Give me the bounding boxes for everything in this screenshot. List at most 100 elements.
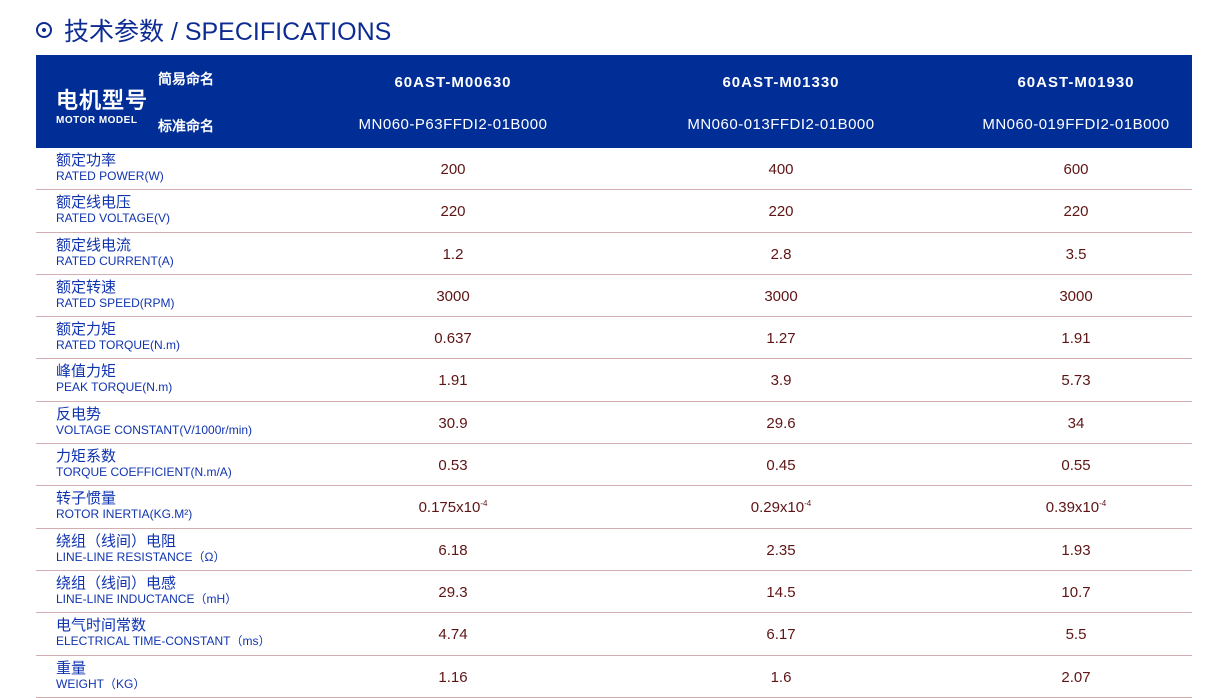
cell-value: 29.3 [303,584,603,601]
table-row: 额定力矩 RATED TORQUE(N.m) 0.637 1.27 1.91 [36,317,1192,360]
model-short-name: 60AST-M00630 [394,74,512,91]
label-cn: 力矩系数 [56,448,117,466]
cell-value: 3000 [631,288,931,305]
cell-value: 1.6 [631,669,931,686]
motor-model-en: MOTOR MODEL [56,115,138,126]
value-text: 29.6 [766,414,796,432]
label-en: VOLTAGE CONSTANT(V/1000r/min) [56,422,253,437]
short-name-label: 简易命名 [158,71,214,87]
standard-name-label: 标准命名 [158,118,214,134]
value-text: 1.6 [770,668,792,686]
exponent: -4 [480,499,488,509]
label-en: WEIGHT（KG） [56,676,146,691]
cell-value: 220 [926,203,1217,220]
value-text: 4.74 [438,626,468,644]
table-row: 额定线电压 RATED VOLTAGE(V) 220 220 220 [36,190,1192,233]
row-label: 力矩系数 TORQUE COEFFICIENT(N.m/A) [56,448,232,480]
cell-value: 0.29x10-4 [631,499,931,516]
label-en: TORQUE COEFFICIENT(N.m/A) [56,465,232,480]
table-row: 额定线电流 RATED CURRENT(A) 1.2 2.8 3.5 [36,233,1192,275]
spec-table-body: 额定功率 RATED POWER(W) 200 400 600 额定线电压 RATED VO… [36,148,1192,698]
cell-value: 3.5 [926,246,1217,263]
value-text: 0.637 [434,330,472,348]
exponent: -4 [804,499,812,509]
motor-model-cn: 电机型号 [56,88,149,113]
cell-value: 220 [303,203,603,220]
cell-value: 29.6 [631,415,931,432]
label-cn: 额定线电压 [56,194,132,212]
table-row: 额定转速 RATED SPEED(RPM) 3000 3000 3000 [36,275,1192,318]
cell-value: 3000 [926,288,1217,305]
table-row: 反电势 VOLTAGE CONSTANT(V/1000r/min) 30.9 29.6… [36,402,1192,445]
row-label: 额定线电流 RATED CURRENT(A) [56,237,174,269]
cell-value: 14.5 [631,584,931,601]
label-cn: 额定转速 [56,278,117,296]
cell-value: 200 [303,161,603,178]
label-en: ELECTRICAL TIME-CONSTANT（ms） [56,634,271,649]
cell-value: 5.73 [926,372,1217,389]
value-text: 10.7 [1061,583,1091,601]
value-text: 0.55 [1061,457,1091,475]
cell-value: 0.637 [303,330,603,347]
value-text: 1.2 [442,245,464,263]
label-en: RATED SPEED(RPM) [56,295,175,310]
label-en: PEAK TORQUE(N.m) [56,380,173,395]
title-text: 技术参数 / SPECIFICATIONS [64,18,392,46]
cell-value: 30.9 [303,415,603,432]
cell-value: 0.53 [303,457,603,474]
value-text: 5.73 [1061,372,1091,390]
label-cn: 反电势 [56,405,102,423]
cell-value: 220 [631,203,931,220]
row-label: 额定线电压 RATED VOLTAGE(V) [56,194,170,226]
model-standard-name: MN060-019FFDI2-01B000 [982,116,1170,133]
model-short-name: 60AST-M01930 [1017,74,1135,91]
value-text: 220 [1063,203,1089,221]
row-label: 转子惯量 ROTOR INERTIA(KG.M²) [56,490,192,522]
value-text: 600 [1063,161,1089,178]
cell-value: 1.93 [926,542,1217,559]
label-cn: 额定线电流 [56,236,132,254]
label-en: RATED TORQUE(N.m) [56,338,181,353]
value-text: 200 [440,161,466,178]
label-cn: 绕组（线间）电阻 [56,532,177,550]
value-text: 220 [440,203,466,221]
value-text: 1.91 [1061,330,1091,348]
table-row: 电气时间常数 ELECTRICAL TIME-CONSTANT（ms） 4.74 6.… [36,613,1192,656]
value-text: 30.9 [438,414,468,432]
table-header: 电机型号 MOTOR MODEL 简易命名 标准命名 60AST-M00630 … [36,55,1192,148]
value-text: 0.53 [438,457,468,475]
label-cn: 峰值力矩 [56,363,117,381]
value-text: 1.91 [438,372,468,390]
cell-value: 34 [926,415,1217,432]
cell-value: 4.74 [303,626,603,643]
row-label: 绕组（线间）电阻 LINE-LINE RESISTANCE（Ω） [56,533,225,565]
value-text: 0.29x10 [750,499,805,517]
value-text: 0.175x10 [418,499,481,517]
value-text: 3000 [436,287,470,305]
table-row: 转子惯量 ROTOR INERTIA(KG.M²) 0.175x10-4 0.29x1… [36,486,1192,529]
label-en: LINE-LINE RESISTANCE（Ω） [56,549,226,564]
label-en: RATED VOLTAGE(V) [56,211,171,226]
label-cn: 电气时间常数 [56,617,147,635]
cell-value: 3.9 [631,372,931,389]
cell-value: 2.07 [926,669,1217,686]
cell-value: 600 [926,161,1217,178]
cell-value: 3000 [303,288,603,305]
cell-value: 400 [631,161,931,178]
row-label: 重量 WEIGHT（KG） [56,660,145,692]
model-standard-name: MN060-P63FFDI2-01B000 [358,116,548,133]
value-text: 400 [768,161,794,178]
row-label: 额定功率 RATED POWER(W) [56,152,164,184]
table-row: 额定功率 RATED POWER(W) 200 400 600 [36,148,1192,191]
value-text: 1.93 [1061,541,1091,559]
value-text: 2.35 [766,541,796,559]
label-en: RATED POWER(W) [56,169,164,183]
cell-value: 1.2 [303,246,603,263]
table-row: 绕组（线间）电阻 LINE-LINE RESISTANCE（Ω） 6.18 2.35 1… [36,529,1192,571]
section-title: 技术参数 / SPECIFICATIONS [36,12,391,48]
value-text: 3.9 [770,372,792,390]
value-text: 6.17 [766,626,796,644]
label-cn: 转子惯量 [56,490,117,508]
label-cn: 绕组（线间）电感 [56,574,177,592]
value-text: 0.45 [766,457,796,475]
